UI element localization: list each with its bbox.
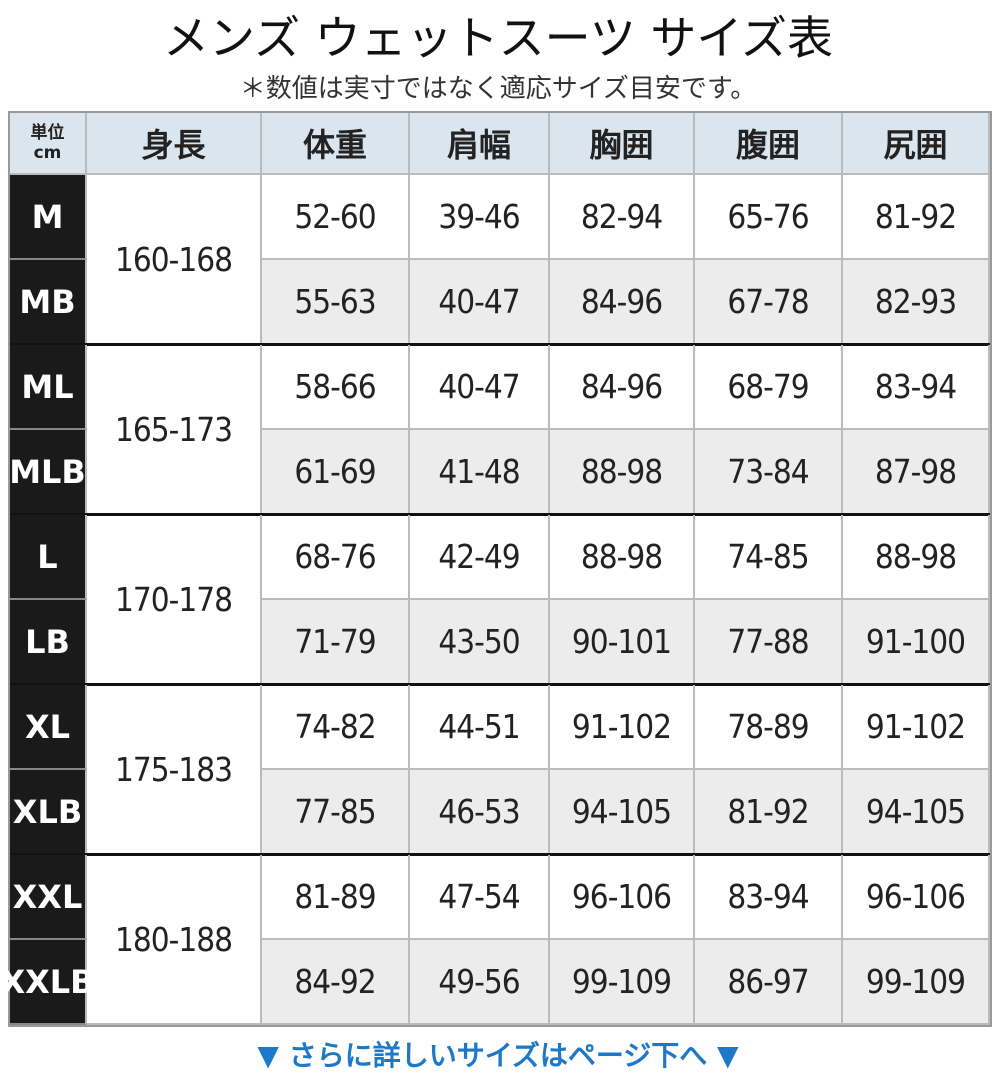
range-value: 74-82 [262, 685, 410, 770]
range-value: 84-92 [262, 940, 410, 1025]
range-value: 46-53 [410, 770, 550, 855]
range-value: 55-63 [262, 260, 410, 345]
size-label: XLB [10, 770, 87, 855]
range-value: 83-94 [695, 855, 843, 940]
group-divider [10, 683, 990, 686]
range-value: 88-98 [550, 515, 695, 600]
range-value: 58-66 [262, 345, 410, 430]
range-value: 77-85 [262, 770, 410, 855]
group-divider [10, 343, 990, 346]
range-value: 90-101 [550, 600, 695, 685]
range-value: 88-98 [550, 430, 695, 515]
range-value: 99-109 [843, 940, 990, 1025]
title: メンズ ウェットスーツ サイズ表 [162, 11, 834, 65]
size-label: XXL [10, 855, 87, 940]
subtitle: ＊数値は実寸ではなく適応サイズ目安です。 [239, 73, 757, 104]
range-value: 94-105 [843, 770, 990, 855]
height-range: 165-173 [87, 345, 262, 515]
range-value: 81-89 [262, 855, 410, 940]
size-label: XL [10, 685, 87, 770]
range-value: 40-47 [410, 260, 550, 345]
unit-text: 単位 [30, 123, 65, 143]
range-value: 84-96 [550, 345, 695, 430]
range-value: 68-76 [262, 515, 410, 600]
range-value: 91-100 [843, 600, 990, 685]
range-value: 88-98 [843, 515, 990, 600]
group-divider [10, 513, 990, 516]
range-value: 99-109 [550, 940, 695, 1025]
group-divider [10, 853, 990, 856]
range-value: 82-93 [843, 260, 990, 345]
range-value: 73-84 [695, 430, 843, 515]
range-value: 41-48 [410, 430, 550, 515]
range-value: 84-96 [550, 260, 695, 345]
height-range: 175-183 [87, 685, 262, 855]
range-value: 83-94 [843, 345, 990, 430]
range-value: 39-46 [410, 175, 550, 260]
range-value: 71-79 [262, 600, 410, 685]
column-header: 腹囲 [695, 113, 843, 175]
size-label: MB [10, 260, 87, 345]
range-value: 91-102 [843, 685, 990, 770]
column-header: 尻囲 [843, 113, 990, 175]
range-value: 43-50 [410, 600, 550, 685]
range-value: 40-47 [410, 345, 550, 430]
range-value: 52-60 [262, 175, 410, 260]
range-value: 86-97 [695, 940, 843, 1025]
range-value: 96-106 [843, 855, 990, 940]
range-value: 61-69 [262, 430, 410, 515]
size-label: MLB [9, 430, 87, 515]
height-range: 170-178 [87, 515, 262, 685]
height-range: 180-188 [87, 855, 262, 1025]
range-value: 87-98 [843, 430, 990, 515]
range-value: 68-79 [695, 345, 843, 430]
size-label: M [10, 175, 87, 260]
size-label: XXLB [0, 940, 95, 1025]
size-label: L [10, 515, 87, 600]
height-range: 160-168 [87, 175, 262, 345]
range-value: 67-78 [695, 260, 843, 345]
table-border [8, 111, 992, 1027]
column-header: 身長 [87, 113, 262, 175]
range-value: 81-92 [695, 770, 843, 855]
range-value: 44-51 [410, 685, 550, 770]
range-value: 49-56 [410, 940, 550, 1025]
range-value: 91-102 [550, 685, 695, 770]
range-value: 47-54 [410, 855, 550, 940]
column-header: 肩幅 [410, 113, 550, 175]
range-value: 74-85 [695, 515, 843, 600]
range-value: 77-88 [695, 600, 843, 685]
range-value: 82-94 [550, 175, 695, 260]
range-value: 42-49 [410, 515, 550, 600]
range-value: 78-89 [695, 685, 843, 770]
range-value: 81-92 [843, 175, 990, 260]
range-value: 96-106 [550, 855, 695, 940]
column-header: 体重 [262, 113, 410, 175]
size-label: ML [10, 345, 87, 430]
range-value: 65-76 [695, 175, 843, 260]
column-header: 胸囲 [550, 113, 695, 175]
size-label: LB [10, 600, 87, 685]
range-value: 94-105 [550, 770, 695, 855]
unit-text: cm [33, 143, 62, 163]
footer-link[interactable]: ▼ さらに詳しいサイズはページ下へ ▼ [257, 1039, 739, 1072]
unit-header: 単位 cm [10, 113, 87, 175]
